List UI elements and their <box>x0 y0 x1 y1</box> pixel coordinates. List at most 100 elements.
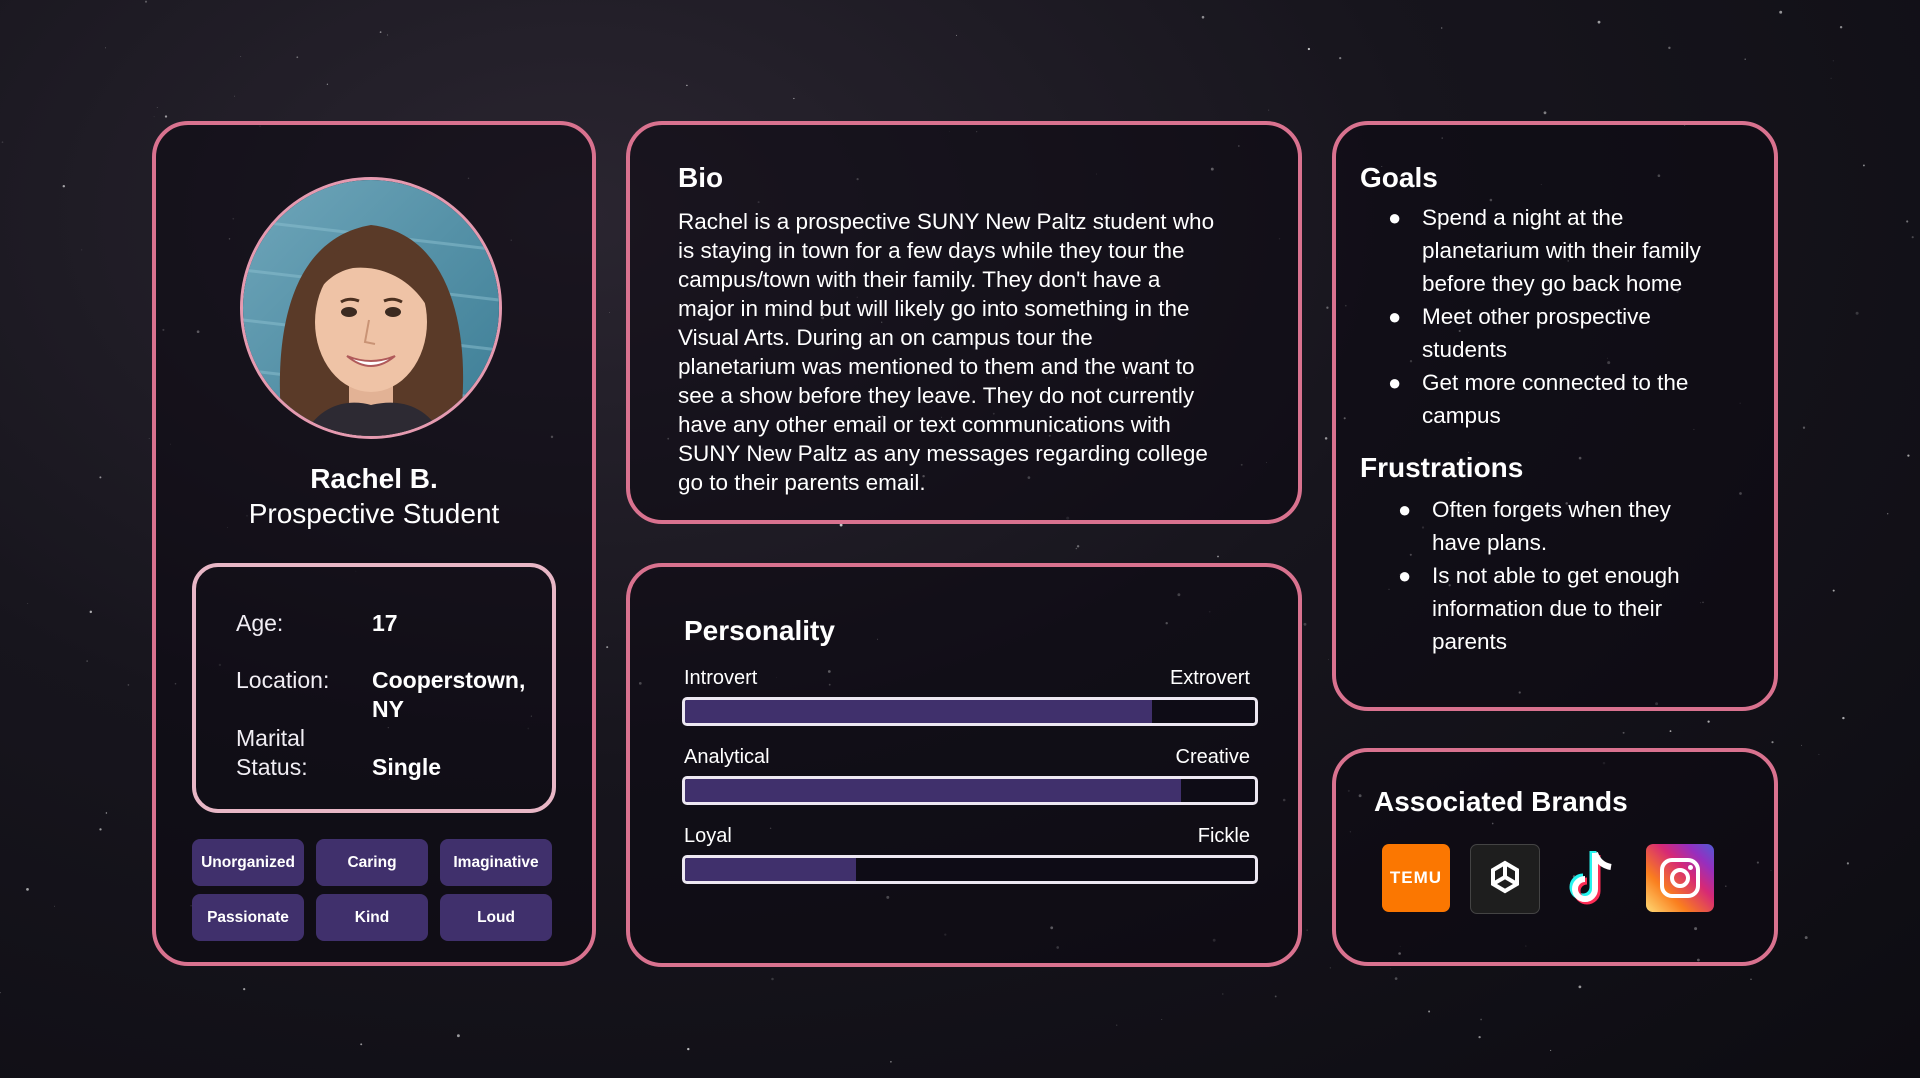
goal-item: ● Meet other prospective students <box>1388 300 1732 366</box>
star <box>1862 164 1865 167</box>
star <box>1830 77 1832 79</box>
star <box>1804 936 1808 940</box>
star <box>296 56 299 59</box>
analytical-creative-bar <box>682 776 1258 805</box>
bio-line: is staying in town for a few days while … <box>678 238 1185 263</box>
star <box>0 991 1 994</box>
bio-line: Visual Arts. During an on campus tour th… <box>678 325 1093 350</box>
star <box>1161 1018 1163 1021</box>
star <box>1846 862 1849 865</box>
star <box>1801 744 1802 746</box>
introvert-extrovert-bar <box>682 697 1258 726</box>
bio-line: have any other email or text communicati… <box>678 412 1171 437</box>
star <box>89 610 93 614</box>
star <box>144 0 148 3</box>
bullet-icon: ● <box>1388 370 1402 395</box>
star <box>1307 47 1311 51</box>
star <box>1389 967 1391 969</box>
star <box>379 31 382 33</box>
bio-line: go to their parents email. <box>678 470 926 495</box>
goal-line: students <box>1422 337 1508 362</box>
scale-left-label: Loyal <box>684 825 732 847</box>
star <box>1 141 4 143</box>
star <box>1597 20 1601 24</box>
star <box>793 97 795 100</box>
star <box>1818 753 1820 755</box>
star <box>1201 15 1205 19</box>
star <box>890 1060 892 1063</box>
star <box>1428 1010 1431 1013</box>
star <box>1339 56 1342 60</box>
star <box>1669 730 1672 732</box>
age-value: 17 <box>372 610 398 636</box>
scale-fill <box>685 700 1153 723</box>
bullet-icon: ● <box>1388 304 1402 329</box>
star <box>1779 10 1783 14</box>
scale-fill <box>685 779 1181 802</box>
star <box>1268 109 1270 111</box>
scale-left-label: Introvert <box>684 667 758 689</box>
star <box>1578 985 1582 989</box>
star <box>27 603 29 604</box>
star <box>1543 111 1547 115</box>
frustration-line: Often forgets when they <box>1432 497 1671 522</box>
star <box>686 84 688 87</box>
frustration-item: ● Often forgets when they have plans. <box>1398 493 1742 559</box>
star <box>26 888 29 891</box>
profile-card: Rachel B. Prospective Student Age: 17 Lo… <box>152 121 596 966</box>
star <box>148 438 150 439</box>
star <box>687 1047 690 1051</box>
star <box>609 312 610 313</box>
bio-line: see a show before they leave. They do no… <box>678 383 1195 408</box>
bio-text: Rachel is a prospective SUNY New Paltz s… <box>678 207 1268 497</box>
frustration-line: information due to their <box>1432 596 1663 621</box>
star <box>1771 741 1774 744</box>
brands-title: Associated Brands <box>1374 786 1628 817</box>
star <box>81 249 83 251</box>
trait-tag: Loud <box>440 894 552 941</box>
star <box>606 646 609 649</box>
star <box>1750 978 1752 980</box>
star <box>1550 1049 1552 1051</box>
personality-card: Personality Introvert Extrovert Analytic… <box>626 563 1302 967</box>
info-panel: Age: 17 Location: Cooperstown, NY Marita… <box>192 563 556 813</box>
star <box>1116 1024 1118 1026</box>
frustration-line: Is not able to get enough <box>1432 563 1680 588</box>
star <box>1075 547 1078 550</box>
goal-line: Get more connected to the <box>1422 370 1689 395</box>
star <box>156 107 158 108</box>
goal-line: Spend a night at the <box>1422 205 1624 230</box>
star <box>234 95 236 97</box>
frustration-line: parents <box>1432 629 1508 654</box>
avatar <box>240 177 502 439</box>
star <box>1478 1035 1481 1039</box>
star <box>99 828 102 831</box>
scale-right-label: Extrovert <box>1169 667 1250 689</box>
marital-label-line1: Marital <box>236 725 306 751</box>
bullet-icon: ● <box>1388 205 1402 230</box>
star <box>1441 27 1443 29</box>
goals-title: Goals <box>1360 162 1438 193</box>
star <box>1832 589 1835 592</box>
star <box>1839 25 1843 29</box>
instagram-logo-icon <box>1646 844 1714 912</box>
star <box>456 1034 460 1038</box>
star <box>1329 967 1331 969</box>
marital-label-line2: Status: <box>236 754 308 780</box>
star <box>956 34 957 36</box>
trait-tag: Caring <box>316 839 428 886</box>
star <box>1802 426 1806 429</box>
star <box>53 905 55 907</box>
star <box>1887 513 1889 515</box>
frustrations-list: ● Often forgets when they have plans. ● … <box>1398 493 1742 658</box>
star <box>153 116 155 118</box>
star <box>387 34 389 36</box>
chatgpt-logo-icon <box>1470 844 1540 914</box>
tiktok-logo-icon <box>1558 844 1626 912</box>
marital-value: Single <box>372 754 442 780</box>
scale-right-label: Creative <box>1175 746 1250 768</box>
star <box>1707 720 1710 723</box>
loyal-fickle-bar <box>682 855 1258 884</box>
trait-tag: Kind <box>316 894 428 941</box>
star <box>1911 236 1914 239</box>
